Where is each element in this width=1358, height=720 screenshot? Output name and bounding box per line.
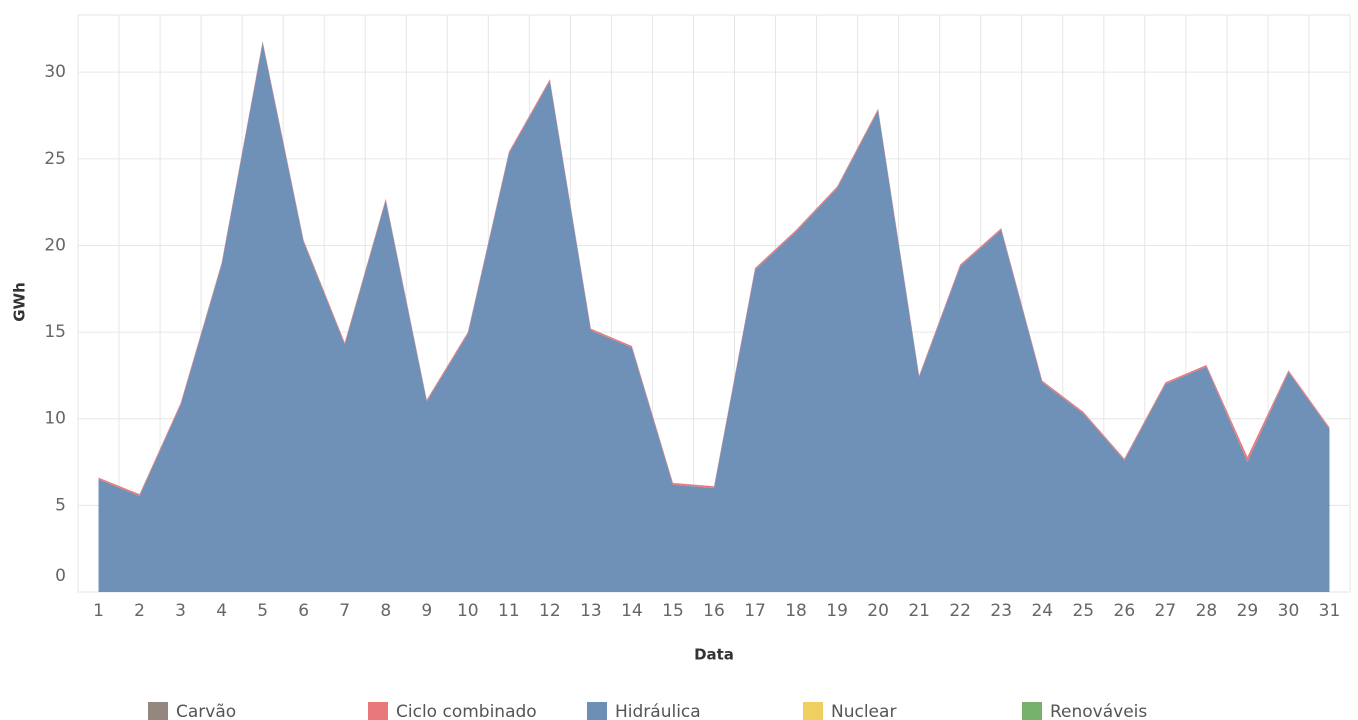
x-tick-label: 18 xyxy=(785,601,807,621)
x-tick-label: 2 xyxy=(134,601,145,621)
x-tick-label: 19 xyxy=(826,601,848,621)
x-tick-label: 15 xyxy=(662,601,684,621)
legend-swatch xyxy=(803,702,823,720)
x-tick-label: 13 xyxy=(580,601,602,621)
legend-swatch xyxy=(368,702,388,720)
legend-label: Ciclo combinado xyxy=(396,702,537,720)
x-tick-label: 11 xyxy=(498,601,520,621)
x-tick-label: 31 xyxy=(1319,601,1341,621)
y-tick-label: 15 xyxy=(44,322,66,342)
x-tick-label: 29 xyxy=(1237,601,1259,621)
y-tick-label: 5 xyxy=(55,495,66,515)
x-tick-label: 24 xyxy=(1031,601,1053,621)
y-tick-label: 25 xyxy=(44,149,66,169)
y-tick-label: 10 xyxy=(44,409,66,429)
x-tick-label: 10 xyxy=(457,601,479,621)
legend-swatch xyxy=(587,702,607,720)
x-tick-label: 16 xyxy=(703,601,725,621)
x-tick-label: 5 xyxy=(257,601,268,621)
x-tick-label: 30 xyxy=(1278,601,1300,621)
x-tick-label: 12 xyxy=(539,601,561,621)
legend-swatch xyxy=(1022,702,1042,720)
x-tick-label: 21 xyxy=(908,601,930,621)
x-tick-label: 27 xyxy=(1155,601,1177,621)
area xyxy=(98,42,1330,592)
y-tick-label: 20 xyxy=(44,235,66,255)
y-tick-label: 30 xyxy=(44,62,66,82)
legend-label: Renováveis xyxy=(1050,702,1147,720)
y-tick-label: 0 xyxy=(55,566,66,586)
x-tick-label: 9 xyxy=(421,601,432,621)
x-tick-label: 1 xyxy=(93,601,104,621)
x-tick-label: 25 xyxy=(1072,601,1094,621)
legend-label: Carvão xyxy=(176,702,236,720)
x-tick-label: 14 xyxy=(621,601,643,621)
x-tick-label: 26 xyxy=(1114,601,1136,621)
x-tick-label: 6 xyxy=(298,601,309,621)
x-tick-label: 8 xyxy=(380,601,391,621)
x-tick-label: 20 xyxy=(867,601,889,621)
x-tick-label: 28 xyxy=(1196,601,1218,621)
y-axis-label: GWh xyxy=(11,282,29,322)
x-tick-label: 23 xyxy=(990,601,1012,621)
x-tick-label: 3 xyxy=(175,601,186,621)
x-tick-label: 17 xyxy=(744,601,766,621)
x-tick-label: 7 xyxy=(339,601,350,621)
legend-swatch xyxy=(148,702,168,720)
x-tick-label: 4 xyxy=(216,601,227,621)
x-tick-label: 22 xyxy=(949,601,971,621)
legend-label: Nuclear xyxy=(831,702,896,720)
legend-label: Hidráulica xyxy=(615,702,701,720)
x-axis-label: Data xyxy=(694,646,734,664)
